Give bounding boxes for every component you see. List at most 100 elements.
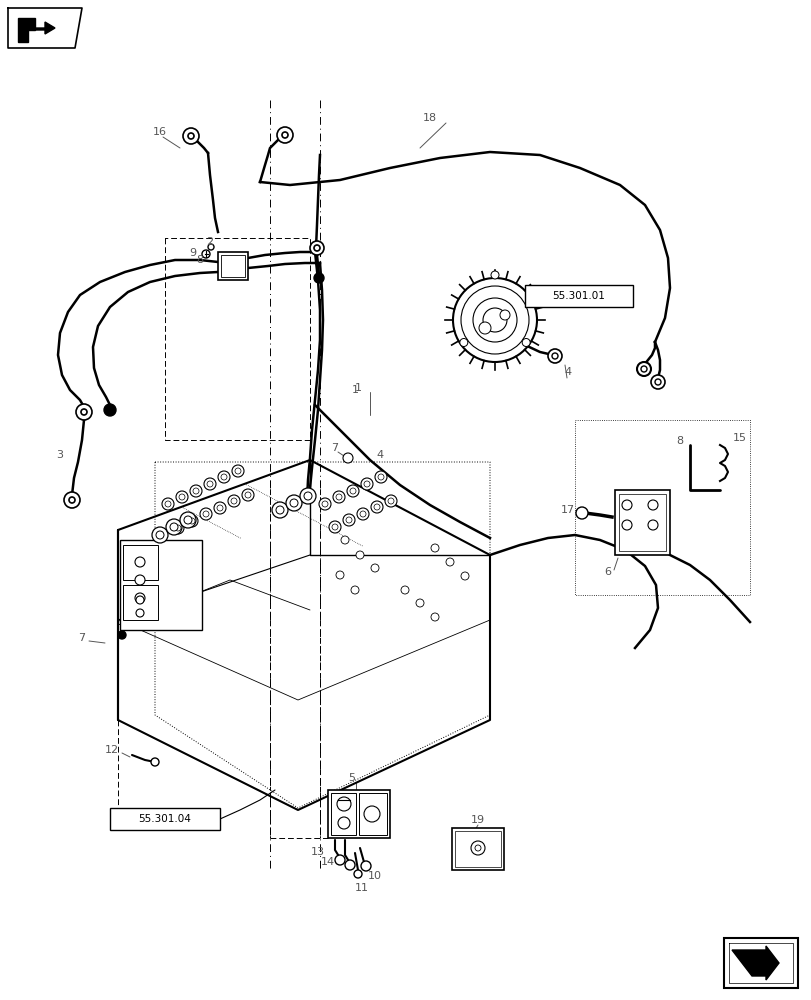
Circle shape: [374, 504, 380, 510]
Circle shape: [375, 471, 387, 483]
Circle shape: [521, 338, 530, 347]
Circle shape: [551, 353, 557, 359]
Circle shape: [500, 310, 509, 320]
Circle shape: [654, 379, 660, 385]
Text: 16: 16: [152, 127, 167, 137]
Circle shape: [333, 491, 345, 503]
Circle shape: [299, 488, 315, 504]
Bar: [109, 808, 220, 830]
Text: 7: 7: [331, 443, 338, 453]
Circle shape: [350, 488, 355, 494]
Circle shape: [357, 508, 368, 520]
Circle shape: [76, 404, 92, 420]
Circle shape: [151, 758, 159, 766]
Circle shape: [165, 501, 171, 507]
Circle shape: [152, 527, 168, 543]
Polygon shape: [731, 946, 778, 980]
Circle shape: [342, 453, 353, 463]
Circle shape: [647, 520, 657, 530]
Circle shape: [445, 558, 453, 566]
Circle shape: [162, 498, 174, 510]
Circle shape: [204, 478, 216, 490]
Circle shape: [453, 278, 536, 362]
Circle shape: [314, 245, 320, 251]
Circle shape: [337, 797, 350, 811]
Circle shape: [350, 586, 358, 594]
Circle shape: [242, 489, 254, 501]
Text: 7: 7: [79, 633, 85, 643]
Bar: [122, 585, 158, 620]
Circle shape: [245, 492, 251, 498]
Text: 4: 4: [564, 367, 571, 377]
Text: 12: 12: [105, 745, 119, 755]
Circle shape: [337, 817, 350, 829]
Circle shape: [354, 870, 362, 878]
Bar: [331, 793, 355, 835]
Bar: [452, 828, 504, 870]
Text: 8: 8: [196, 255, 204, 265]
Bar: [358, 793, 387, 835]
Bar: [525, 285, 633, 307]
Text: 10: 10: [367, 871, 381, 881]
Circle shape: [135, 596, 144, 604]
Circle shape: [336, 571, 344, 579]
Circle shape: [208, 244, 214, 250]
Circle shape: [314, 273, 324, 283]
Text: 4: 4: [376, 450, 383, 460]
Circle shape: [165, 519, 182, 535]
Circle shape: [285, 495, 302, 511]
Text: 6: 6: [603, 567, 611, 577]
Text: 2: 2: [206, 237, 213, 247]
Circle shape: [200, 508, 212, 520]
Bar: [217, 252, 247, 280]
Circle shape: [221, 474, 227, 480]
Circle shape: [176, 491, 188, 503]
Circle shape: [359, 511, 366, 517]
Text: 19: 19: [470, 815, 484, 825]
Circle shape: [156, 531, 164, 539]
Circle shape: [186, 515, 198, 527]
Text: 55.301.01: 55.301.01: [551, 291, 605, 301]
Circle shape: [207, 481, 212, 487]
Bar: [614, 490, 669, 555]
Circle shape: [180, 512, 195, 528]
Circle shape: [431, 544, 439, 552]
Circle shape: [461, 572, 469, 580]
Circle shape: [431, 613, 439, 621]
Circle shape: [104, 404, 116, 416]
Circle shape: [276, 506, 284, 514]
Circle shape: [361, 861, 371, 871]
Circle shape: [272, 502, 288, 518]
Circle shape: [470, 841, 484, 855]
Circle shape: [322, 501, 328, 507]
Circle shape: [277, 127, 293, 143]
Circle shape: [184, 516, 191, 524]
Text: 17: 17: [560, 505, 574, 515]
Circle shape: [363, 481, 370, 487]
Circle shape: [228, 495, 240, 507]
Circle shape: [118, 631, 126, 639]
Circle shape: [232, 465, 243, 477]
Circle shape: [193, 488, 199, 494]
Circle shape: [341, 536, 349, 544]
Circle shape: [378, 474, 384, 480]
Circle shape: [335, 855, 345, 865]
Circle shape: [361, 478, 372, 490]
Circle shape: [135, 593, 145, 603]
Circle shape: [640, 366, 646, 372]
Circle shape: [319, 498, 331, 510]
Text: 8: 8: [676, 436, 683, 446]
Circle shape: [189, 518, 195, 524]
Circle shape: [415, 599, 423, 607]
Circle shape: [474, 845, 480, 851]
Text: 3: 3: [57, 450, 63, 460]
Bar: [454, 831, 500, 867]
Circle shape: [175, 525, 181, 531]
Circle shape: [547, 349, 561, 363]
Circle shape: [172, 522, 184, 534]
Circle shape: [384, 495, 397, 507]
Circle shape: [190, 485, 202, 497]
Circle shape: [491, 271, 499, 279]
Circle shape: [401, 586, 409, 594]
Bar: [221, 255, 245, 277]
